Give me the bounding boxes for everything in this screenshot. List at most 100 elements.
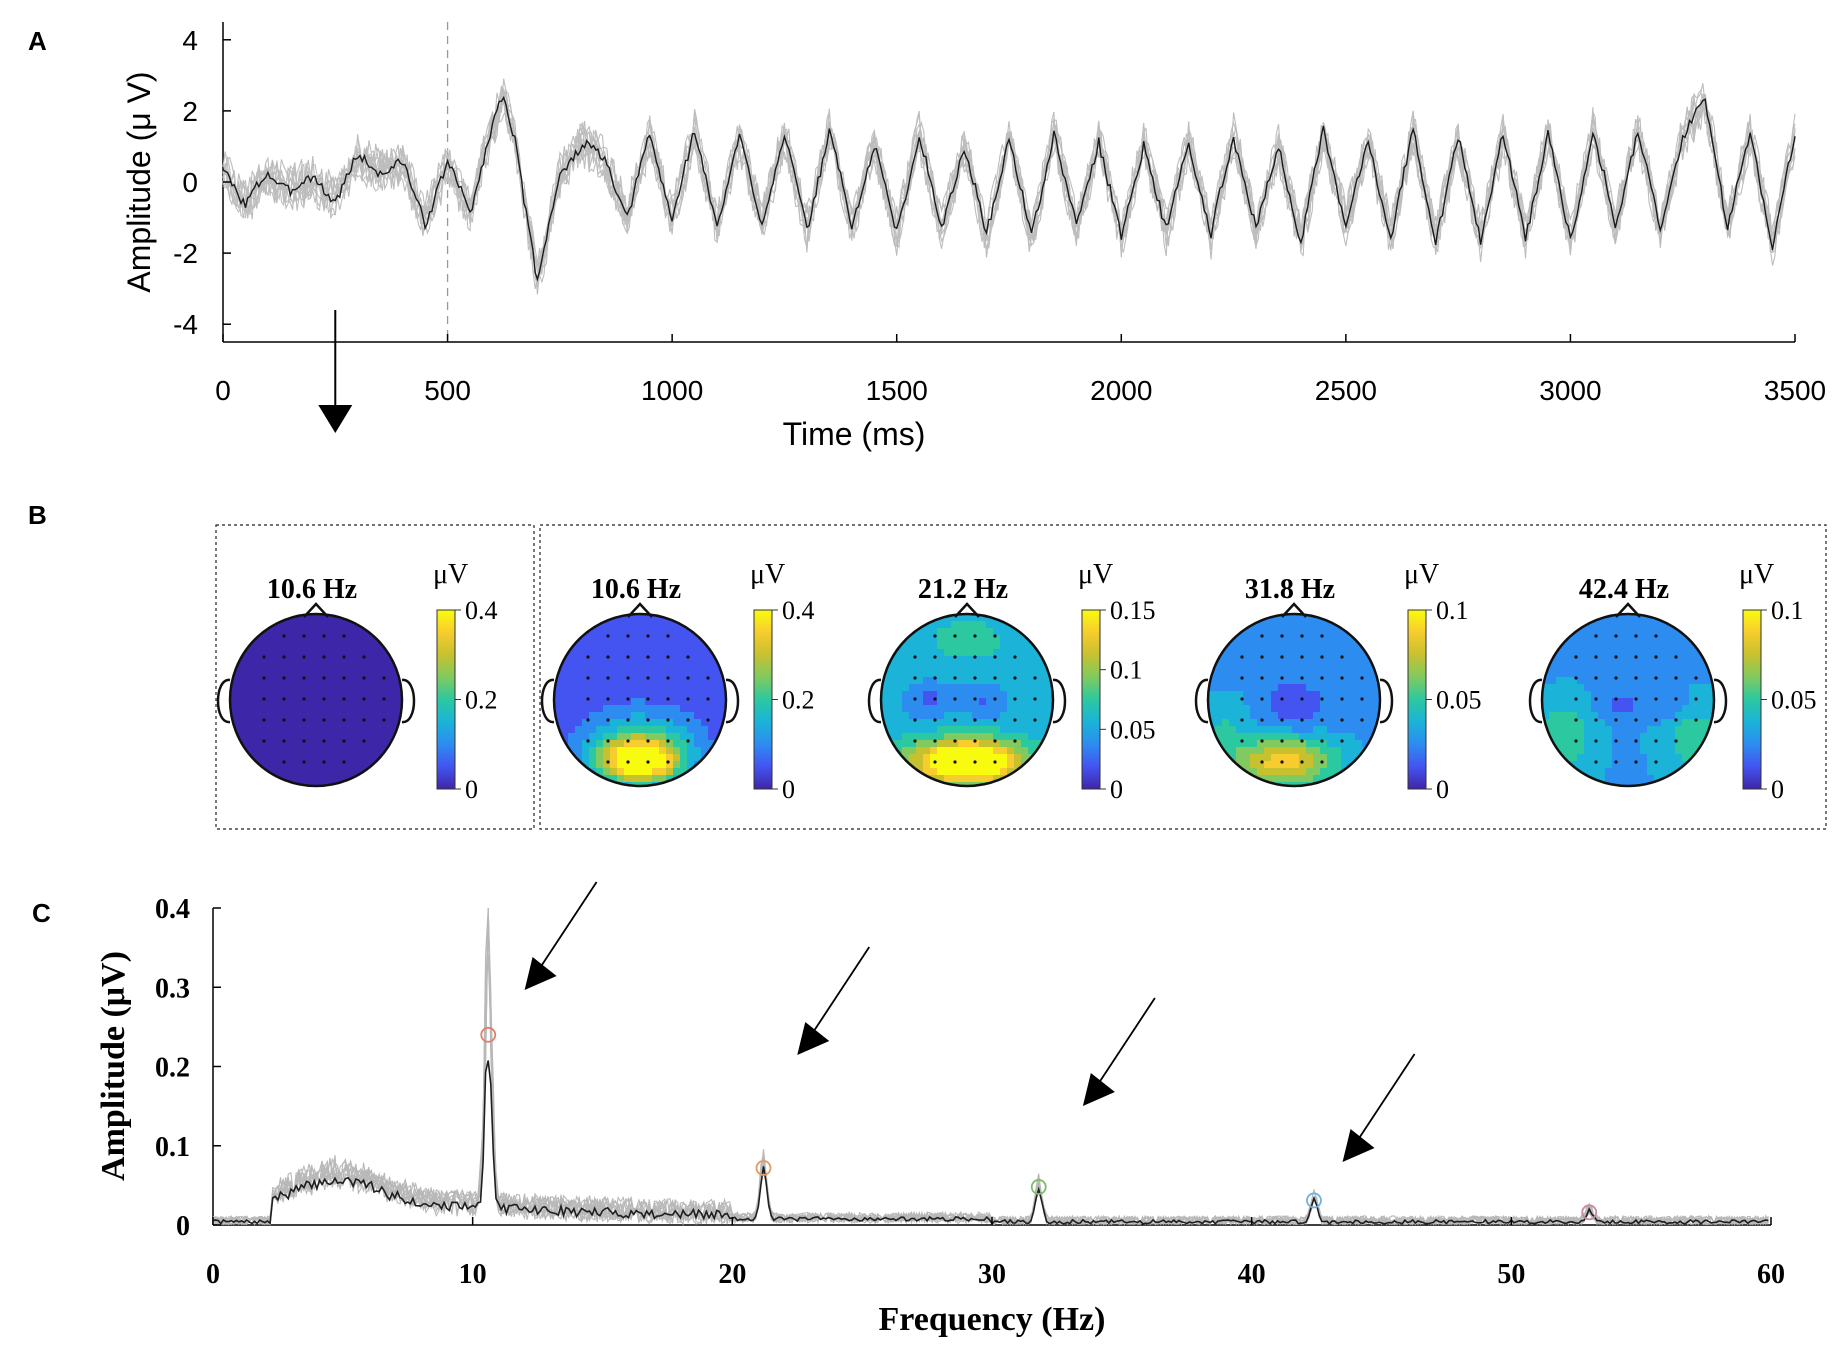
topomap-1: 10.6 Hz μV 0.4 0.2 0 [216,559,498,804]
colorbar [753,609,773,790]
colorbar-tick-label: 0.05 [1771,686,1817,715]
harmonic-arrow-head [524,957,557,990]
panel-a-time-series: A 4 2 0 -2 -4 0 500 1000 1500 2000 2500 3000 3500 T… [28,22,1826,452]
head-outline [228,612,404,788]
panel-a-y-ticks: 4 2 0 -2 -4 [173,25,231,340]
panel-c-x-tick-label: 10 [459,1259,487,1290]
topomap-4: 31.8 Hz μV 0.1 0.05 0 [1194,559,1482,804]
topomap-frequency-label: 21.2 Hz [918,574,1008,605]
panel-c-subject-trace [212,911,1769,1226]
harmonic-peak-marker [480,1026,497,1043]
panel-c-subject-trace [212,907,1769,1226]
electrode-dots [1240,634,1364,764]
colorbar-unit-label: μV [1078,559,1113,590]
panel-c-x-tick-label: 30 [978,1259,1006,1290]
left-ear [867,678,882,724]
right-ear [1713,678,1728,724]
panel-a-letter: A [28,26,47,56]
nose [1281,602,1307,618]
colorbar-tick-label: 0.05 [1110,715,1156,744]
panel-c-subject-trace [212,907,1769,1226]
panel-c-y-tick-label: 0.1 [155,1132,190,1163]
panel-c-y-tick-label: 0.4 [155,894,190,925]
colorbar-tick-label: 0.1 [1436,596,1469,625]
harmonic-arrow-shaft [1355,1053,1416,1143]
nose [303,602,329,618]
harmonic-peak-marker [1306,1192,1322,1209]
panel-a-x-tick-label: 3500 [1764,375,1826,406]
panel-c-subject-trace [212,917,1769,1226]
colorbar-unit-label: μV [1404,559,1439,590]
left-ear [1528,678,1543,724]
left-ear [1194,678,1209,724]
panel-c-y-tick-label: 0.3 [155,973,190,1004]
panel-c-traces [212,907,1769,1226]
panel-c-spectrum: C 0 0.1 0.2 0.3 0.4 0 10 20 30 40 50 60 Frequency … [32,881,1785,1338]
colorbar-tick-label: 0.4 [782,596,815,625]
right-ear [401,678,416,724]
harmonic-arrow-head [797,1022,830,1055]
colorbar-tick-label: 0.15 [1110,596,1156,625]
panel-a-mean-trace [222,95,1796,282]
topomap-frequency-label: 10.6 Hz [267,574,357,605]
panel-a-traces [222,78,1796,295]
panel-a-y-tick-label: 2 [182,96,198,127]
panel-a-y-axis-label: Amplitude (μ V) [121,71,157,292]
panel-c-subject-trace [212,954,1769,1226]
panel-a-down-arrow [318,310,353,433]
harmonic-arrow-shaft [1096,997,1156,1087]
harmonic-arrow-head [1342,1129,1375,1162]
panel-c-mean-trace [212,1060,1769,1225]
colorbar-tick-label: 0.05 [1436,686,1482,715]
topomap-3: 21.2 Hz μV 0.15 0.1 0.05 0 [867,559,1156,804]
panel-b-maps: 10.6 Hz μV 0.4 0.2 0 10.6 Hz μV 0.4 0.2 0 21.2 Hz μ… [216,559,1817,804]
panel-a-trial-trace [222,89,1796,277]
stimulation-maps-frame [539,524,1827,830]
electrode-dots [913,634,1037,764]
nose [1615,602,1641,618]
harmonic-arrow-head [1082,1073,1115,1106]
panel-a-x-tick-label: 500 [424,375,471,406]
panel-b-letter: B [28,500,47,530]
harmonic-peak-marker [1581,1204,1598,1221]
colorbar-tick-label: 0.1 [1110,656,1143,685]
panel-c-subject-trace [212,907,1769,1226]
topomap-5: 42.4 Hz μV 0.1 0.05 0 [1528,559,1817,804]
panel-a-x-axis-label: Time (ms) [783,416,926,452]
harmonic-arrow-shaft [537,881,598,971]
head-outline [879,612,1055,788]
colorbar-tick-label: 0 [782,775,795,804]
electrode-dots [262,634,386,764]
panel-c-subject-trace [212,907,1769,1226]
panel-c-peak-markers [480,1026,1598,1221]
right-ear [1379,678,1394,724]
colorbar [1742,609,1762,790]
topomap-frequency-label: 10.6 Hz [591,574,681,605]
colorbar-tick-label: 0 [465,775,478,804]
left-ear [540,678,555,724]
head-outline [552,612,728,788]
panel-a-arrow-head [318,405,353,433]
electrode-dots [1574,634,1698,764]
harmonic-arrow-shaft [810,946,871,1036]
topomap-frequency-label: 31.8 Hz [1245,574,1335,605]
left-ear [216,678,231,724]
colorbar-tick-label: 0.2 [782,686,815,715]
nose [954,602,980,618]
panel-c-y-tick-label: 0.2 [155,1053,190,1084]
panel-c-x-tick-label: 20 [718,1259,746,1290]
colorbar-tick-label: 0 [1771,775,1784,804]
panel-c-x-axis-label: Frequency (Hz) [879,1301,1106,1338]
harmonic-peak-marker [755,1160,772,1176]
panel-c-x-tick-label: 60 [1757,1259,1785,1290]
colorbar-tick-label: 0 [1110,775,1123,804]
panel-c-y-axis-label: Amplitude (μV) [95,951,132,1181]
panel-a-y-tick-label: -4 [173,309,198,340]
baseline-map-frame [215,524,535,830]
panel-c-harmonic-arrows [524,881,1416,1162]
right-ear [725,678,740,724]
panel-a-y-tick-label: -2 [173,238,198,269]
panel-a-y-tick-label: 4 [182,25,198,56]
